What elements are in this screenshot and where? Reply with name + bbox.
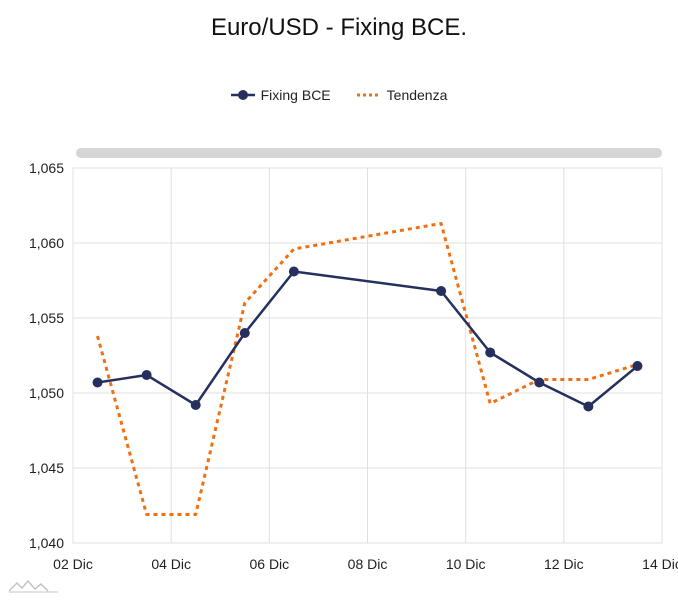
- legend-label-fixing-bce: Fixing BCE: [260, 87, 331, 103]
- legend-label-tendenza: Tendenza: [386, 87, 448, 103]
- data-point-fixing-bce: [485, 347, 496, 358]
- legend-item-tendenza[interactable]: Tendenza: [356, 87, 448, 103]
- x-tick-label: 02 Dic: [53, 556, 93, 572]
- chart-scrollbar[interactable]: [76, 148, 662, 158]
- chart-title: Euro/USD - Fixing BCE.: [210, 14, 468, 41]
- data-point-fixing-bce: [632, 361, 643, 371]
- series-line-tendenza: [96, 222, 638, 516]
- data-point-fixing-bce: [239, 328, 250, 338]
- data-point-fixing-bce: [288, 266, 299, 277]
- chart-logo-icon: [8, 579, 58, 593]
- legend-marker-tendenza: [356, 93, 381, 97]
- x-tick-label: 10 Dic: [446, 556, 486, 572]
- legend-marker-fixing-bce: [230, 90, 255, 100]
- y-tick-label: 1,055: [29, 310, 64, 326]
- x-tick-label: 04 Dic: [151, 556, 191, 572]
- legend-item-fixing-bce[interactable]: Fixing BCE: [230, 87, 331, 103]
- data-point-fixing-bce: [92, 377, 103, 388]
- data-point-fixing-bce: [141, 370, 152, 380]
- y-tick-label: 1,060: [29, 235, 64, 251]
- y-tick-label: 1,040: [29, 535, 64, 551]
- x-tick-label: 12 Dic: [544, 556, 584, 572]
- series-line-fixing-bce: [97, 270, 639, 408]
- x-tick-label: 08 Dic: [348, 556, 388, 572]
- data-point-fixing-bce: [436, 286, 447, 296]
- data-point-fixing-bce: [190, 400, 201, 410]
- x-tick-label: 06 Dic: [249, 556, 289, 572]
- legend: Fixing BCE Tendenza: [0, 87, 678, 103]
- y-tick-label: 1,065: [29, 160, 64, 176]
- y-tick-label: 1,050: [29, 385, 64, 401]
- x-tick-label: 14 Dic: [642, 556, 678, 572]
- data-point-fixing-bce: [534, 377, 545, 388]
- y-tick-label: 1,045: [29, 460, 64, 476]
- data-point-fixing-bce: [583, 401, 594, 412]
